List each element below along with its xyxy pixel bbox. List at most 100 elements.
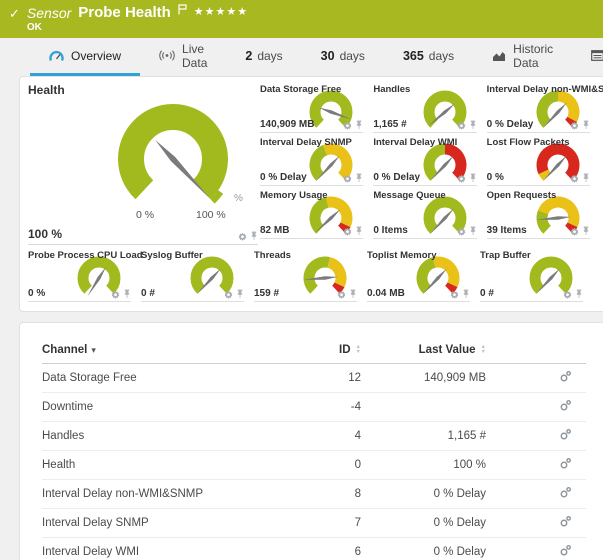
pin-icon[interactable] <box>349 289 357 299</box>
gear-icon[interactable] <box>563 290 572 299</box>
pin-icon[interactable] <box>250 231 258 241</box>
gauge-cell-syslog-buffer: Syslog Buffer 0 # <box>141 247 254 303</box>
tab-365-days[interactable]: 365 days <box>384 38 473 76</box>
tab-label: Historic Data <box>513 41 554 70</box>
gauge-needle <box>543 102 567 129</box>
gear-icon[interactable] <box>343 174 352 183</box>
gauge-label: Message Queue <box>373 190 446 201</box>
tab-label: days <box>257 48 283 63</box>
pin-icon[interactable] <box>469 120 477 130</box>
pin-icon[interactable] <box>355 120 363 130</box>
table-row: Health 0 100 % <box>42 450 586 480</box>
pin-icon[interactable] <box>355 226 363 236</box>
gear-icon[interactable] <box>224 290 233 299</box>
pin-icon[interactable] <box>582 120 590 130</box>
pin-icon[interactable] <box>462 289 470 299</box>
channel-name[interactable]: Interval Delay non-WMI&SNMP <box>42 479 299 509</box>
gauge-arc <box>309 143 353 182</box>
channel-name[interactable]: Health <box>42 450 299 480</box>
channel-name[interactable]: Handles <box>42 421 299 451</box>
channel-name[interactable]: Data Storage Free <box>42 363 299 393</box>
tab-number: 30 <box>320 48 335 63</box>
column-header-id[interactable]: ID ▲ ▼ <box>299 337 361 364</box>
gauge-value: 0 % <box>28 288 46 299</box>
gauge-cell-interval-delay-wmi: Interval Delay WMI 0 % Delay <box>373 134 486 187</box>
pin-icon[interactable] <box>236 289 244 299</box>
gear-icon[interactable] <box>238 232 247 241</box>
flag-icon[interactable] <box>178 2 187 20</box>
tab-number: 2 <box>245 48 253 63</box>
tab-overview[interactable]: Overview <box>30 38 141 76</box>
pin-icon[interactable] <box>582 226 590 236</box>
gauge-value: 0.04 MB <box>367 288 405 299</box>
gear-icon[interactable] <box>570 174 579 183</box>
gauge-label: Interval Delay non-WMI&SNMP <box>486 84 603 95</box>
gauge-unit-label: % <box>234 193 243 204</box>
channel-id: 0 <box>299 450 361 480</box>
gauge-arc <box>423 196 467 235</box>
gear-icon[interactable] <box>450 290 459 299</box>
gauge-needle <box>155 139 210 199</box>
gauge-value: 140,909 MB <box>260 119 315 130</box>
sort-both-icon: ▲ ▼ <box>480 344 486 355</box>
tab-log[interactable]: Log <box>572 38 603 76</box>
pin-icon[interactable] <box>123 289 131 299</box>
channel-settings-icon[interactable] <box>559 399 572 412</box>
pin-icon[interactable] <box>469 173 477 183</box>
tab-historic-data[interactable]: Historic Data <box>473 38 572 76</box>
table-row: Data Storage Free 12 140,909 MB <box>42 363 586 393</box>
channel-name[interactable]: Interval Delay SNMP <box>42 508 299 538</box>
health-gauge <box>98 95 248 224</box>
column-header-last-value[interactable]: Last Value ▲ ▼ <box>361 337 486 364</box>
gauge-value: 39 Items <box>486 225 527 236</box>
pin-icon[interactable] <box>575 289 583 299</box>
priority-stars[interactable]: ★★★★★ <box>193 6 249 18</box>
channel-settings-icon[interactable] <box>559 370 572 383</box>
gauge-needle <box>429 155 454 182</box>
gauge-arc <box>536 196 580 234</box>
gear-icon[interactable] <box>343 227 352 236</box>
gauge-label: Probe Process CPU Load <box>28 250 143 261</box>
channel-settings-icon[interactable] <box>559 486 572 499</box>
gear-icon[interactable] <box>337 290 346 299</box>
gauge-cell-interval-delay-non-wmi-snmp: Interval Delay non-WMI&SNMP 0 % Delay <box>486 81 603 134</box>
channel-settings-icon[interactable] <box>559 457 572 470</box>
gauge-scale-max: 100 % <box>196 209 226 221</box>
gauge-cell-data-storage-free: Data Storage Free 140,909 MB <box>260 81 373 134</box>
pin-icon[interactable] <box>469 226 477 236</box>
gauge-arc <box>309 196 353 234</box>
gear-icon[interactable] <box>570 121 579 130</box>
gear-icon[interactable] <box>457 174 466 183</box>
sort-desc-icon: ▾ <box>91 345 96 355</box>
gear-icon[interactable] <box>457 227 466 236</box>
channel-settings-icon[interactable] <box>559 515 572 528</box>
tab-live-data[interactable]: Live Data <box>140 38 226 76</box>
gear-icon[interactable] <box>343 121 352 130</box>
gauge-label: Data Storage Free <box>260 84 342 95</box>
gauge-label: Open Requests <box>486 190 557 201</box>
tab-30-days[interactable]: 30 days <box>302 38 384 76</box>
channel-last-value: 0 % Delay <box>361 479 486 509</box>
gear-icon[interactable] <box>570 227 579 236</box>
tab-2-days[interactable]: 2 days <box>226 38 301 76</box>
gauge-needle <box>315 209 341 233</box>
gauge-cell-interval-delay-snmp: Interval Delay SNMP 0 % Delay <box>260 134 373 187</box>
gauge-needle <box>427 103 455 127</box>
column-header-channel[interactable]: Channel ▾ <box>42 337 299 364</box>
pin-icon[interactable] <box>355 173 363 183</box>
status-badge: OK <box>26 22 42 33</box>
gauge-label: Handles <box>373 84 411 95</box>
channel-name[interactable]: Downtime <box>42 392 299 422</box>
gear-icon[interactable] <box>457 121 466 130</box>
channel-settings-icon[interactable] <box>559 428 572 441</box>
pin-icon[interactable] <box>582 173 590 183</box>
channel-name[interactable]: Interval Delay WMI <box>42 537 299 560</box>
gauge-value: 0 % Delay <box>486 119 534 130</box>
gear-icon[interactable] <box>111 290 120 299</box>
gauge-arc <box>118 104 228 204</box>
tab-label: Live Data <box>182 41 208 70</box>
gauge-cell-threads: Threads 159 # <box>254 247 367 303</box>
sensor-header: ✓ Sensor Probe Health ★★★★★ OK <box>0 0 603 38</box>
gauge-cell-handles: Handles 1,165 # <box>373 81 486 134</box>
channel-settings-icon[interactable] <box>559 544 572 557</box>
